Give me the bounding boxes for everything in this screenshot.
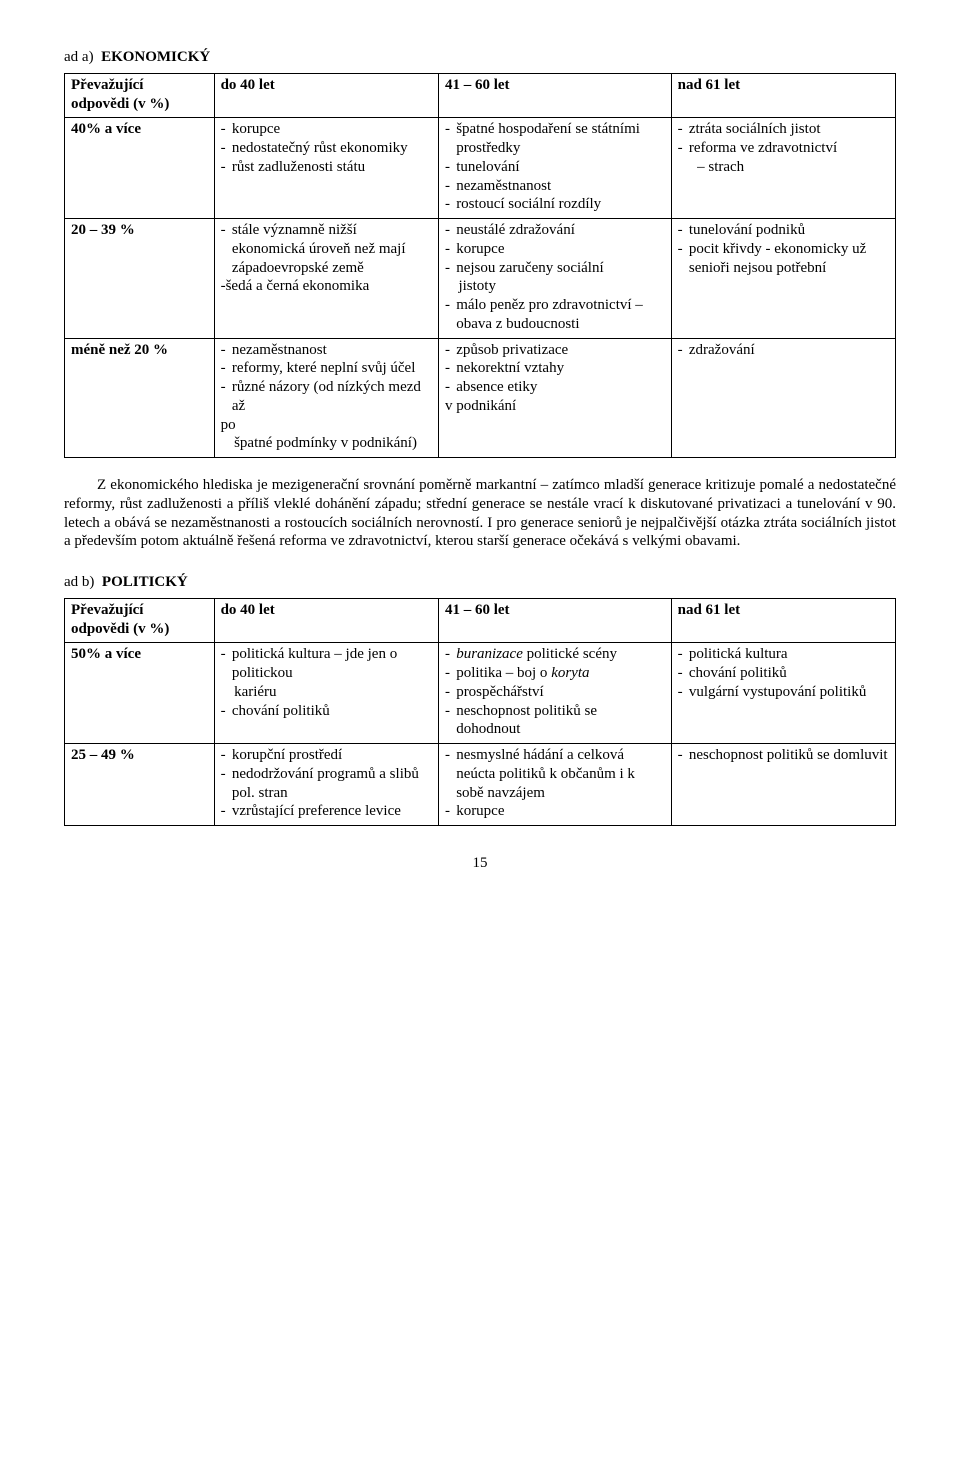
section-a-prefix: ad a) xyxy=(64,49,94,65)
section-b-title: POLITICKÝ xyxy=(98,574,188,590)
cell: stále významně nižší ekonomická úroveň n… xyxy=(214,219,438,339)
cell: způsob privatizace nekorektní vztahy abs… xyxy=(438,338,671,458)
row-label: 50% a více xyxy=(65,643,215,744)
table-row: 25 – 49 % korupční prostředí nedodržován… xyxy=(65,744,896,826)
row-label: 25 – 49 % xyxy=(65,744,215,826)
cell: špatné hospodaření se státními prostředk… xyxy=(438,118,671,219)
cell: zdražování xyxy=(671,338,895,458)
section-b-label: ad b) POLITICKÝ xyxy=(64,573,896,592)
table-row: Převažující odpovědi (v %) do 40 let 41 … xyxy=(65,73,896,118)
row-label: 40% a více xyxy=(65,118,215,219)
table-row: Převažující odpovědi (v %) do 40 let 41 … xyxy=(65,598,896,643)
cell: nezaměstnanost reformy, které neplní svů… xyxy=(214,338,438,458)
table-politicky: Převažující odpovědi (v %) do 40 let 41 … xyxy=(64,598,896,826)
header-cell-do40: do 40 let xyxy=(214,598,438,643)
cell: neustálé zdražování korupce nejsou zaruč… xyxy=(438,219,671,339)
row-label: 20 – 39 % xyxy=(65,219,215,339)
table-row: 40% a více korupce nedostatečný růst eko… xyxy=(65,118,896,219)
header-cell-41-60: 41 – 60 let xyxy=(438,73,671,118)
section-b-prefix: ad b) xyxy=(64,574,94,590)
header-cell-41-60: 41 – 60 let xyxy=(438,598,671,643)
body-paragraph: Z ekonomického hlediska je mezigenerační… xyxy=(64,476,896,551)
cell: korupce nedostatečný růst ekonomiky růst… xyxy=(214,118,438,219)
cell: ztráta sociálních jistot reforma ve zdra… xyxy=(671,118,895,219)
cell: politická kultura chování politiků vulgá… xyxy=(671,643,895,744)
row-label: méně než 20 % xyxy=(65,338,215,458)
header-cell-label: Převažující odpovědi (v %) xyxy=(65,73,215,118)
page-number: 15 xyxy=(64,854,896,873)
header-cell-label: Převažující odpovědi (v %) xyxy=(65,598,215,643)
header-cell-nad61: nad 61 let xyxy=(671,598,895,643)
table-row: méně než 20 % nezaměstnanost reformy, kt… xyxy=(65,338,896,458)
table-row: 50% a více politická kultura – jde jen o… xyxy=(65,643,896,744)
cell: politická kultura – jde jen o politickou… xyxy=(214,643,438,744)
cell: nesmyslné hádání a celková neúcta politi… xyxy=(438,744,671,826)
cell: korupční prostředí nedodržování programů… xyxy=(214,744,438,826)
table-ekonomicky: Převažující odpovědi (v %) do 40 let 41 … xyxy=(64,73,896,458)
cell: buranizace politické scény politika – bo… xyxy=(438,643,671,744)
header-cell-nad61: nad 61 let xyxy=(671,73,895,118)
section-a-title: EKONOMICKÝ xyxy=(97,49,210,65)
section-a-label: ad a) EKONOMICKÝ xyxy=(64,48,896,67)
cell: tunelování podniků pocit křivdy - ekonom… xyxy=(671,219,895,339)
cell: neschopnost politiků se domluvit xyxy=(671,744,895,826)
table-row: 20 – 39 % stále významně nižší ekonomick… xyxy=(65,219,896,339)
header-cell-do40: do 40 let xyxy=(214,73,438,118)
